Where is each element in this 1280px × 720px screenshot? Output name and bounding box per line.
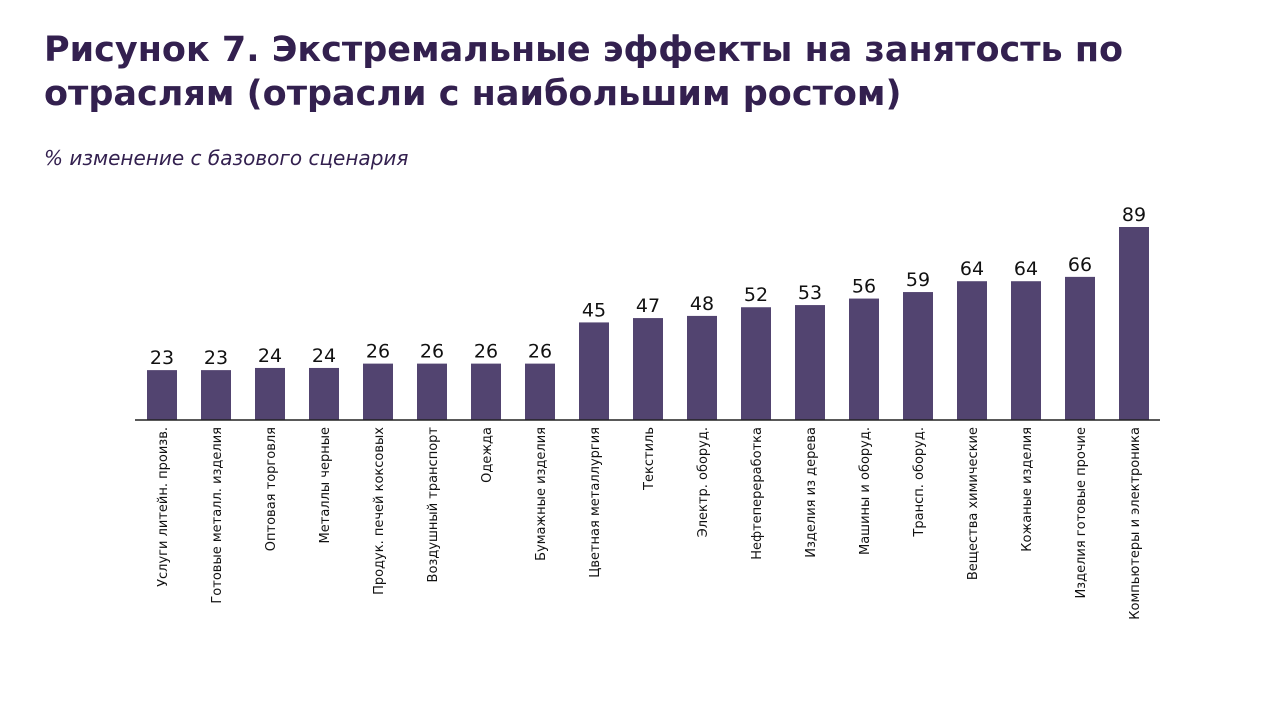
data-label: 64 [1014, 258, 1038, 280]
tick-label: Бумажные изделия [534, 427, 549, 561]
bar [741, 307, 771, 420]
bar [525, 363, 555, 420]
tick-label: Компьютеры и электроника [1128, 427, 1143, 620]
bar [633, 318, 663, 420]
data-label: 24 [258, 345, 282, 367]
data-label: 23 [150, 347, 174, 369]
data-label: 59 [906, 269, 930, 291]
bar [1011, 281, 1041, 420]
data-label: 52 [744, 284, 768, 306]
tick-label: Услуги литейн. произв. [156, 427, 171, 587]
tick-label: Нефтепереработка [750, 427, 765, 560]
bar [687, 315, 717, 420]
tick-label: Оптовая торговля [264, 427, 279, 551]
tick-label: Вещества химические [966, 427, 981, 580]
chart-subtitle: % изменение с базового сценария [44, 146, 409, 170]
data-label: 53 [798, 282, 822, 304]
data-label: 26 [528, 341, 552, 363]
tick-label: Машины и оборуд. [858, 427, 873, 555]
data-label: 64 [960, 258, 984, 280]
tick-label: Трансп. оборуд. [912, 427, 927, 538]
bar [417, 363, 447, 420]
bar [309, 367, 339, 420]
bar [1119, 227, 1149, 420]
data-label: 89 [1122, 204, 1146, 226]
data-label: 56 [852, 276, 876, 298]
bar [201, 370, 231, 420]
tick-label: Изделия готовые прочие [1074, 427, 1089, 599]
tick-label: Воздушный транспорт [426, 427, 441, 583]
data-label: 26 [420, 341, 444, 363]
data-label: 26 [366, 341, 390, 363]
data-label: 23 [204, 347, 228, 369]
data-label: 48 [690, 293, 714, 315]
bar [1065, 276, 1095, 420]
tick-label: Металлы черные [318, 427, 333, 543]
bar [147, 370, 177, 420]
tick-label: Одежда [480, 427, 495, 483]
tick-label: Цветная металлургия [588, 427, 603, 578]
bar [255, 367, 285, 420]
tick-label: Электр. оборуд. [696, 427, 711, 537]
data-label: 24 [312, 345, 336, 367]
bar [903, 292, 933, 420]
data-label: 47 [636, 295, 660, 317]
chart-title: Рисунок 7. Экстремальные эффекты на заня… [44, 30, 1124, 114]
data-label: 66 [1068, 254, 1092, 276]
bar [795, 305, 825, 420]
bar [471, 363, 501, 420]
bar [363, 363, 393, 420]
bar [579, 322, 609, 420]
tick-label: Текстиль [642, 427, 657, 491]
data-label: 26 [474, 341, 498, 363]
tick-label: Готовые металл. изделия [210, 427, 225, 604]
tick-label: Кожаные изделия [1020, 427, 1035, 552]
tick-label: Изделия из дерева [804, 427, 819, 558]
bar [957, 281, 987, 420]
data-label: 45 [582, 299, 606, 321]
bar [849, 298, 879, 420]
tick-label: Продук. печей коксовых [372, 427, 387, 595]
